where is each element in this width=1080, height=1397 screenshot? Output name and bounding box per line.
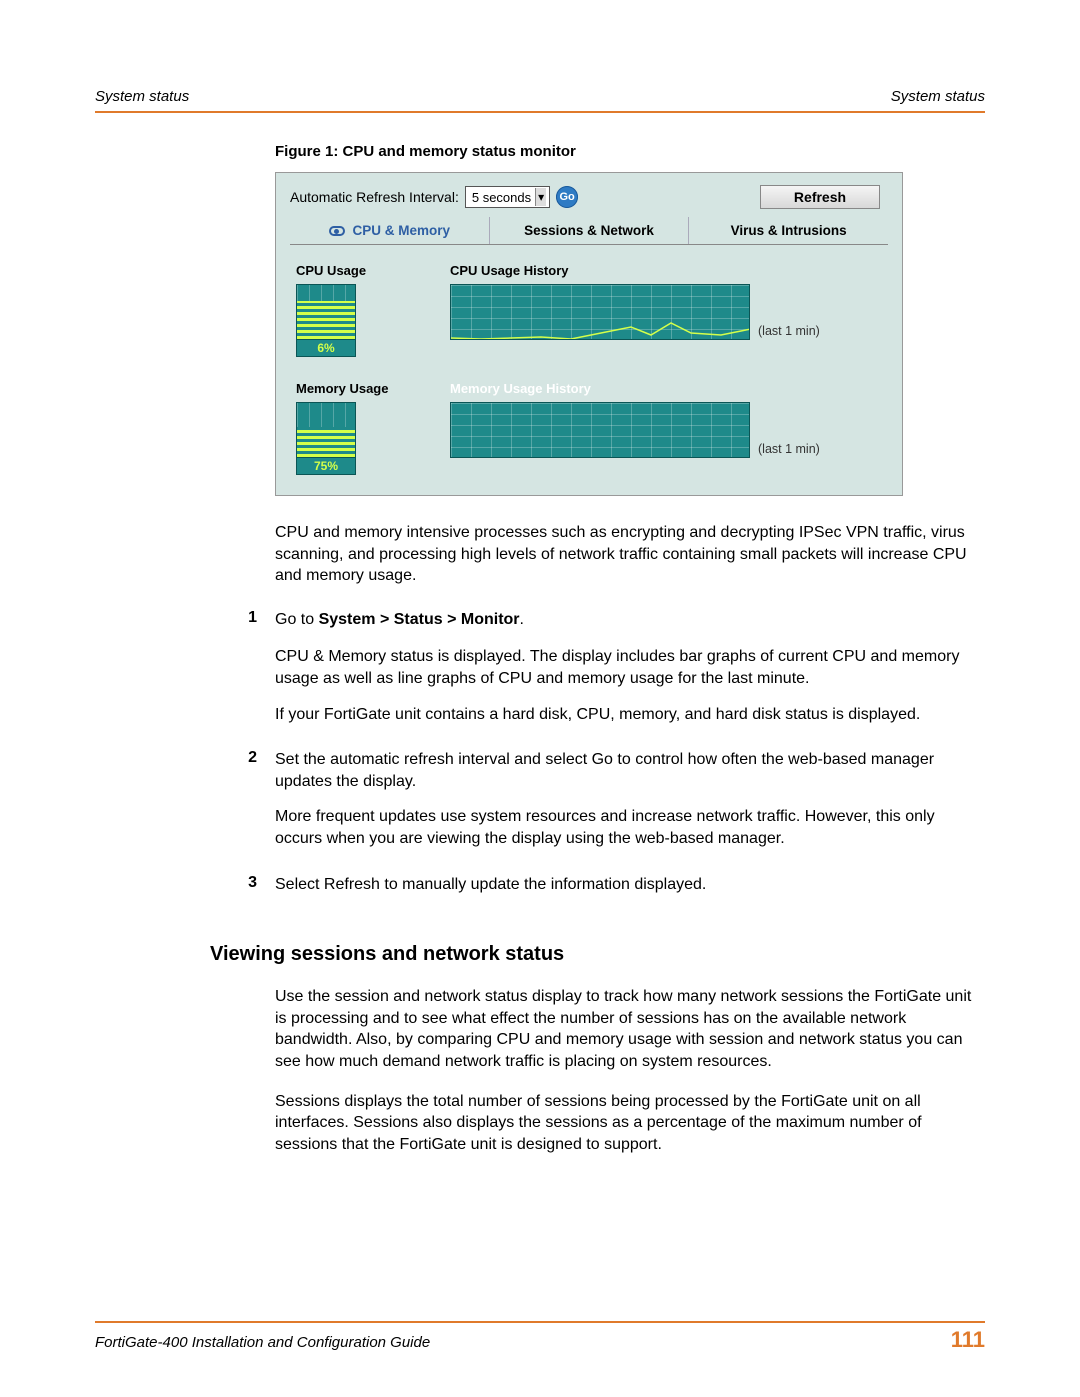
- cpu-history-block: CPU Usage History (last 1 min): [450, 263, 888, 357]
- footer-title: FortiGate-400 Installation and Configura…: [95, 1334, 430, 1351]
- monitor-panel: Automatic Refresh Interval: 5 seconds Go…: [275, 172, 903, 496]
- memory-gauge-pct: 75%: [296, 458, 356, 475]
- step-body: Go to System > Status > Monitor. CPU & Me…: [275, 609, 985, 739]
- step-2: 2Set the automatic refresh interval and …: [95, 749, 985, 863]
- tab-virus-intrusions[interactable]: Virus & Intrusions: [689, 217, 888, 244]
- cpu-history-title: CPU Usage History: [450, 263, 888, 278]
- step-num: 2: [233, 749, 275, 863]
- tabs-row: CPU & Memory Sessions & Network Virus & …: [290, 217, 888, 245]
- step-num: 1: [233, 609, 275, 739]
- page-header: System status System status: [95, 88, 985, 113]
- go-button[interactable]: Go: [556, 186, 578, 208]
- cpu-usage-title: CPU Usage: [296, 263, 426, 278]
- memory-history-chart: [450, 402, 750, 458]
- cpu-section: CPU Usage 6% CPU Usage History (las: [290, 263, 888, 357]
- step-line: More frequent updates use system resourc…: [275, 806, 985, 849]
- cpu-gauge-block: CPU Usage 6%: [296, 263, 426, 357]
- step-body: Set the automatic refresh interval and s…: [275, 749, 985, 863]
- refresh-interval-value: 5 seconds: [472, 190, 531, 205]
- memory-history-legend: (last 1 min): [758, 442, 820, 458]
- page-footer: FortiGate-400 Installation and Configura…: [95, 1327, 985, 1353]
- step-line: CPU & Memory status is displayed. The di…: [275, 646, 985, 689]
- tab-sessions-network[interactable]: Sessions & Network: [490, 217, 690, 244]
- memory-gauge-fill: [297, 427, 355, 457]
- refresh-label: Automatic Refresh Interval:: [290, 189, 459, 205]
- cpu-gauge-pct: 6%: [296, 340, 356, 357]
- cpu-gauge: [296, 284, 356, 340]
- section2-p2: Sessions displays the total number of se…: [275, 1091, 985, 1156]
- memory-section: Memory Usage 75% Memory Usage History: [290, 381, 888, 475]
- section-heading: Viewing sessions and network status: [210, 943, 985, 966]
- memory-history-block: Memory Usage History (last 1 min): [450, 381, 888, 475]
- step-line: Select Refresh to manually update the in…: [275, 874, 985, 896]
- cpu-history-chart: [450, 284, 750, 340]
- memory-usage-title: Memory Usage: [296, 381, 426, 396]
- intro-paragraph: CPU and memory intensive processes such …: [275, 522, 985, 587]
- cpu-gauge-fill: [297, 301, 355, 339]
- header-right: System status: [891, 88, 985, 105]
- memory-history-title: Memory Usage History: [450, 381, 888, 396]
- step-line: If your FortiGate unit contains a hard d…: [275, 704, 985, 726]
- step-line: Go to System > Status > Monitor.: [275, 609, 985, 631]
- refresh-row: Automatic Refresh Interval: 5 seconds Go…: [290, 185, 888, 209]
- page-number: 111: [951, 1327, 985, 1353]
- memory-gauge-block: Memory Usage 75%: [296, 381, 426, 475]
- step-num: 3: [233, 874, 275, 910]
- refresh-button[interactable]: Refresh: [760, 185, 880, 209]
- step-3: 3Select Refresh to manually update the i…: [95, 874, 985, 910]
- memory-gauge: [296, 402, 356, 458]
- memory-history-line: [451, 403, 750, 458]
- step-1: 1Go to System > Status > Monitor. CPU & M…: [95, 609, 985, 739]
- section2-p1: Use the session and network status displ…: [275, 986, 985, 1072]
- refresh-interval-select[interactable]: 5 seconds: [465, 186, 550, 208]
- step-list: 1Go to System > Status > Monitor. CPU & M…: [95, 609, 985, 909]
- header-left: System status: [95, 88, 189, 105]
- tab-cpu-memory-label: CPU & Memory: [352, 223, 450, 238]
- figure-caption: Figure 1: CPU and memory status monitor: [275, 143, 985, 160]
- step-body: Select Refresh to manually update the in…: [275, 874, 985, 910]
- footer-divider: [95, 1321, 985, 1323]
- tab-cpu-memory[interactable]: CPU & Memory: [290, 217, 490, 244]
- cpu-history-line: [451, 285, 750, 340]
- step-line: Set the automatic refresh interval and s…: [275, 749, 985, 792]
- eye-icon: [329, 226, 345, 236]
- cpu-history-legend: (last 1 min): [758, 324, 820, 340]
